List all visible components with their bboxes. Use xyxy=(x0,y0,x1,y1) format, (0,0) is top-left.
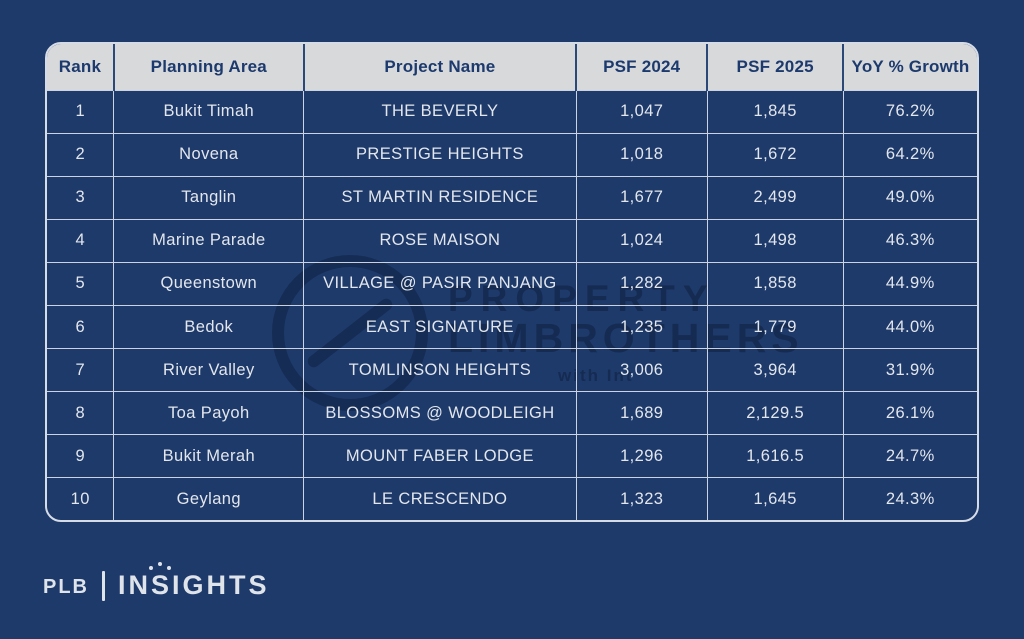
cell-project-name: ROSE MAISON xyxy=(303,218,577,263)
cell-psf-2025: 1,858 xyxy=(706,261,844,306)
cell-psf-2025: 1,845 xyxy=(706,89,844,134)
cell-planning-area: Bedok xyxy=(113,304,304,349)
cell-project-name: BLOSSOMS @ WOODLEIGH xyxy=(303,391,577,435)
cell-rank: 2 xyxy=(47,132,114,177)
table-row: 5 Queenstown VILLAGE @ PASIR PANJANG 1,282 1… xyxy=(47,261,977,306)
cell-yoy-growth: 24.7% xyxy=(842,434,977,478)
col-header-psf-2024: PSF 2024 xyxy=(575,44,708,90)
table-row: 6 Bedok EAST SIGNATURE 1,235 1,779 44.0% xyxy=(47,304,977,349)
cell-project-name: ST MARTIN RESIDENCE xyxy=(303,175,577,220)
cell-yoy-growth: 46.3% xyxy=(842,218,977,263)
cell-psf-2024: 1,323 xyxy=(575,477,708,520)
col-header-rank: Rank xyxy=(47,44,114,90)
cell-planning-area: Tanglin xyxy=(113,175,304,220)
cell-yoy-growth: 44.9% xyxy=(842,261,977,306)
insights-text-post: IGHTS xyxy=(172,570,270,600)
cell-rank: 8 xyxy=(47,391,114,435)
cell-psf-2024: 1,282 xyxy=(575,261,708,306)
cell-project-name: MOUNT FABER LODGE xyxy=(303,434,577,478)
table-header-row: Rank Planning Area Project Name PSF 2024… xyxy=(47,44,977,90)
plb-insights-logo: PLB IN S IGHTS xyxy=(43,562,270,601)
cell-yoy-growth: 64.2% xyxy=(842,132,977,177)
table-row: 9 Bukit Merah MOUNT FABER LODGE 1,296 1,616.… xyxy=(47,434,977,478)
lightbulb-s-icon: S xyxy=(151,562,173,600)
table-row: 10 Geylang LE CRESCENDO 1,323 1,645 24.3% xyxy=(47,477,977,520)
cell-psf-2025: 1,616.5 xyxy=(706,434,844,478)
cell-psf-2025: 1,779 xyxy=(706,304,844,349)
cell-psf-2024: 1,024 xyxy=(575,218,708,263)
cell-project-name: EAST SIGNATURE xyxy=(303,304,577,349)
cell-planning-area: Geylang xyxy=(113,477,304,520)
cell-yoy-growth: 76.2% xyxy=(842,89,977,134)
cell-rank: 5 xyxy=(47,261,114,306)
cell-project-name: THE BEVERLY xyxy=(303,89,577,134)
table-row: 3 Tanglin ST MARTIN RESIDENCE 1,677 2,499 49.… xyxy=(47,175,977,220)
cell-psf-2024: 1,296 xyxy=(575,434,708,478)
col-header-psf-2025: PSF 2025 xyxy=(706,44,844,90)
table-body: 1 Bukit Timah THE BEVERLY 1,047 1,845 76.2% 2 N… xyxy=(47,89,977,520)
cell-psf-2025: 1,645 xyxy=(706,477,844,520)
cell-planning-area: Marine Parade xyxy=(113,218,304,263)
cell-psf-2025: 2,499 xyxy=(706,175,844,220)
table-row: 8 Toa Payoh BLOSSOMS @ WOODLEIGH 1,689 2,129… xyxy=(47,391,977,435)
cell-yoy-growth: 49.0% xyxy=(842,175,977,220)
cell-rank: 3 xyxy=(47,175,114,220)
cell-rank: 10 xyxy=(47,477,114,520)
cell-psf-2024: 1,235 xyxy=(575,304,708,349)
cell-project-name: TOMLINSON HEIGHTS xyxy=(303,348,577,392)
cell-planning-area: Toa Payoh xyxy=(113,391,304,435)
cell-project-name: PRESTIGE HEIGHTS xyxy=(303,132,577,177)
cell-psf-2024: 1,018 xyxy=(575,132,708,177)
table-row: 4 Marine Parade ROSE MAISON 1,024 1,498 46.3% xyxy=(47,218,977,263)
cell-psf-2024: 1,047 xyxy=(575,89,708,134)
cell-project-name: LE CRESCENDO xyxy=(303,477,577,520)
psf-growth-table: Rank Planning Area Project Name PSF 2024… xyxy=(45,42,979,522)
cell-rank: 1 xyxy=(47,89,114,134)
table-row: 1 Bukit Timah THE BEVERLY 1,047 1,845 76.2% xyxy=(47,89,977,134)
col-header-planning-area: Planning Area xyxy=(112,44,304,90)
table-row: 7 River Valley TOMLINSON HEIGHTS 3,006 3,964… xyxy=(47,348,977,392)
cell-psf-2024: 3,006 xyxy=(575,348,708,392)
cell-psf-2025: 1,672 xyxy=(706,132,844,177)
insights-text-pre: IN xyxy=(118,570,151,600)
cell-rank: 4 xyxy=(47,218,114,263)
col-header-project-name: Project Name xyxy=(302,44,577,90)
cell-project-name: VILLAGE @ PASIR PANJANG xyxy=(303,261,577,306)
cell-rank: 7 xyxy=(47,348,114,392)
cell-yoy-growth: 31.9% xyxy=(842,348,977,392)
table-row: 2 Novena PRESTIGE HEIGHTS 1,018 1,672 64.2% xyxy=(47,132,977,177)
cell-planning-area: River Valley xyxy=(113,348,304,392)
cell-psf-2025: 1,498 xyxy=(706,218,844,263)
cell-rank: 6 xyxy=(47,304,114,349)
cell-psf-2025: 3,964 xyxy=(706,348,844,392)
cell-yoy-growth: 44.0% xyxy=(842,304,977,349)
cell-psf-2025: 2,129.5 xyxy=(706,391,844,435)
cell-rank: 9 xyxy=(47,434,114,478)
logo-divider xyxy=(102,570,105,601)
cell-planning-area: Novena xyxy=(113,132,304,177)
cell-yoy-growth: 26.1% xyxy=(842,391,977,435)
cell-planning-area: Bukit Merah xyxy=(113,434,304,478)
cell-yoy-growth: 24.3% xyxy=(842,477,977,520)
cell-planning-area: Queenstown xyxy=(113,261,304,306)
data-table: Rank Planning Area Project Name PSF 2024… xyxy=(47,44,977,520)
cell-psf-2024: 1,677 xyxy=(575,175,708,220)
insights-logo-text: IN S IGHTS xyxy=(118,562,270,601)
plb-logo-text: PLB xyxy=(43,576,89,598)
cell-planning-area: Bukit Timah xyxy=(113,89,304,134)
cell-psf-2024: 1,689 xyxy=(575,391,708,435)
col-header-yoy-growth: YoY % Growth xyxy=(842,44,977,90)
